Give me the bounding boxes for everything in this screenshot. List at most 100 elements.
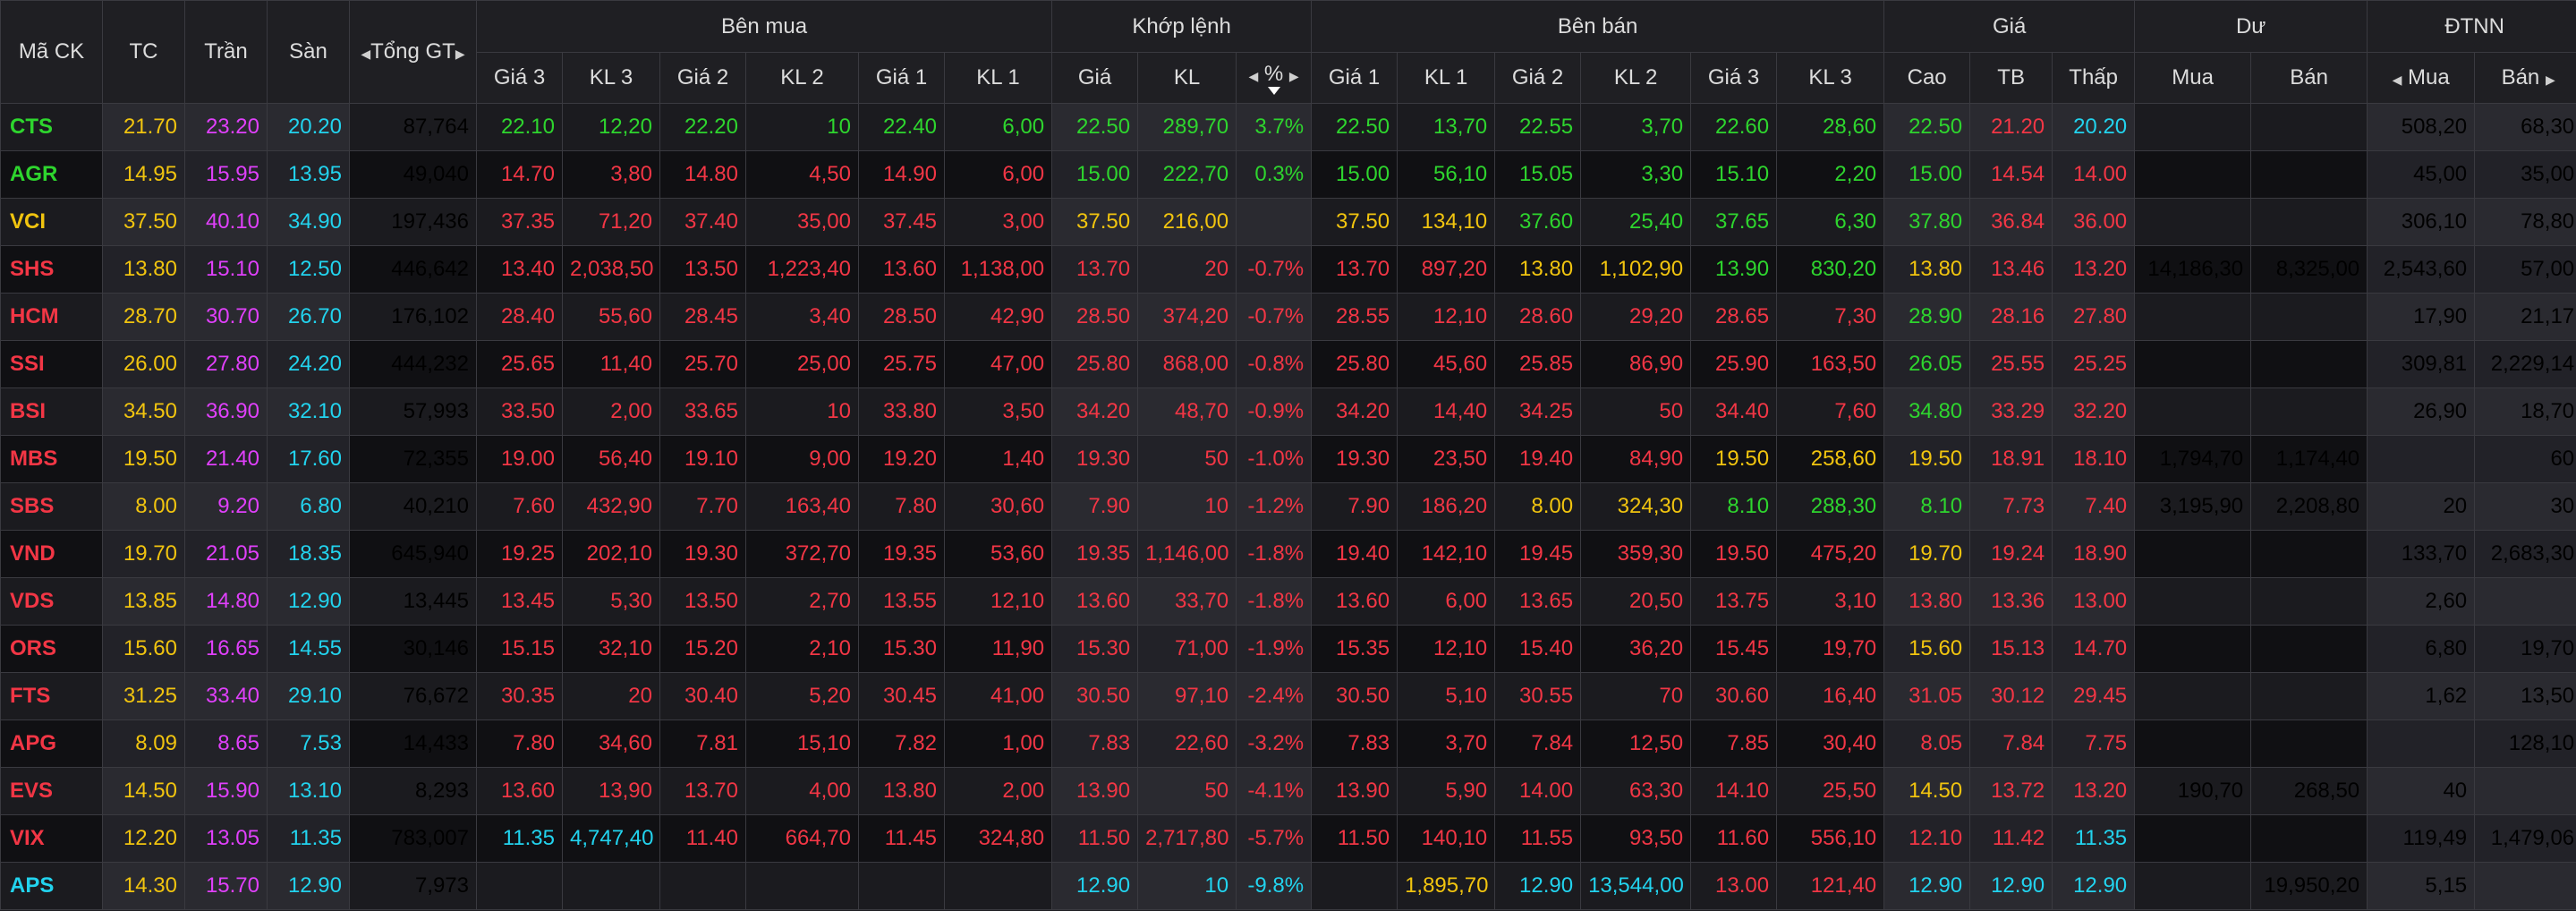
symbol-cell[interactable]: VDS (0, 577, 103, 626)
table-row[interactable]: SHS 13.80 15.10 12.50 446,642 13.40 2,038,50 13… (0, 245, 2576, 294)
match-vol-cell: 22,60 (1137, 719, 1237, 768)
bvol1-cell (943, 862, 1053, 910)
ask2-cell: 19.40 (1494, 435, 1582, 483)
col-foreign-buy[interactable]: ◀ Mua (2367, 52, 2476, 104)
col-ask1[interactable]: Giá 1 (1311, 52, 1399, 104)
col-avol2[interactable]: KL 2 (1580, 52, 1692, 104)
bvol2-cell: 5,20 (745, 672, 859, 720)
avol1-cell: 142,10 (1397, 530, 1496, 578)
table-row[interactable]: APG 8.09 8.65 7.53 14,433 7.80 34,60 7.81 15,10 7… (0, 719, 2576, 768)
table-row[interactable]: MBS 19.50 21.40 17.60 72,355 19.00 56,40 19.10 9… (0, 435, 2576, 483)
col-foreign-sell[interactable]: Bán ▶ (2474, 52, 2576, 104)
col-floor[interactable]: Sàn (267, 0, 350, 104)
col-ceil[interactable]: Trần (184, 0, 268, 104)
avol3-cell: 28,60 (1776, 103, 1885, 151)
remain-buy-cell (2134, 625, 2252, 673)
match-vol-cell: 216,00 (1137, 198, 1237, 246)
caret-right-icon[interactable]: ▶ (2545, 72, 2555, 87)
symbol-cell[interactable]: ORS (0, 625, 103, 673)
floor-price-cell: 12.90 (267, 862, 350, 910)
foreign-buy-cell: 20 (2367, 482, 2476, 531)
table-row[interactable]: APS 14.30 15.70 12.90 7,973 12.90 10 -9.8% 1,895… (0, 862, 2576, 910)
symbol-cell[interactable]: APS (0, 862, 103, 910)
col-avg[interactable]: TB (1969, 52, 2053, 104)
col-bvol2[interactable]: KL 2 (745, 52, 859, 104)
sort-desc-icon[interactable] (1267, 86, 1280, 95)
table-row[interactable]: ORS 15.60 16.65 14.55 30,146 15.15 32,10 15.20 2… (0, 625, 2576, 673)
remain-sell-cell (2250, 198, 2368, 246)
symbol-cell[interactable]: SBS (0, 482, 103, 531)
col-bid2[interactable]: Giá 2 (659, 52, 746, 104)
col-match-vol[interactable]: KL (1137, 52, 1237, 104)
symbol-cell[interactable]: BSI (0, 387, 103, 436)
avg-cell: 13.72 (1969, 767, 2053, 815)
bvol3-cell (562, 862, 660, 910)
symbol-cell[interactable]: HCM (0, 293, 103, 341)
col-ask3[interactable]: Giá 3 (1690, 52, 1778, 104)
symbol-cell[interactable]: APG (0, 719, 103, 768)
col-bvol1[interactable]: KL 1 (943, 52, 1053, 104)
avol2-cell: 29,20 (1580, 293, 1692, 341)
col-ref[interactable]: TC (102, 0, 185, 104)
col-bid3[interactable]: Giá 3 (476, 52, 563, 104)
caret-left-icon[interactable]: ◀ (361, 47, 371, 61)
avol2-cell: 3,70 (1580, 103, 1692, 151)
bvol3-cell: 432,90 (562, 482, 660, 531)
table-row[interactable]: AGR 14.95 15.95 13.95 49,040 14.70 3,80 14.80 4,… (0, 150, 2576, 199)
col-bid1[interactable]: Giá 1 (858, 52, 945, 104)
symbol-cell[interactable]: AGR (0, 150, 103, 199)
caret-right-icon[interactable]: ▶ (455, 47, 465, 61)
col-ask2[interactable]: Giá 2 (1494, 52, 1582, 104)
table-row[interactable]: BSI 34.50 36.90 32.10 57,993 33.50 2,00 33.65 10… (0, 387, 2576, 436)
ask3-cell: 15.10 (1690, 150, 1778, 199)
table-row[interactable]: FTS 31.25 33.40 29.10 76,672 30.35 20 30.40 5,20… (0, 672, 2576, 720)
remain-buy-cell (2134, 387, 2252, 436)
table-row[interactable]: VCI 37.50 40.10 34.90 197,436 37.35 71,20 37.40… (0, 198, 2576, 246)
symbol-cell[interactable]: VCI (0, 198, 103, 246)
col-symbol[interactable]: Mã CK (0, 0, 103, 104)
group-remain: Dư (2134, 0, 2368, 53)
symbol-cell[interactable]: SHS (0, 245, 103, 294)
table-row[interactable]: VDS 13.85 14.80 12.90 13,445 13.45 5,30 13.50 2,… (0, 577, 2576, 626)
table-row[interactable]: VIX 12.20 13.05 11.35 783,007 11.35 4,747,40 11… (0, 814, 2576, 863)
col-remain-buy[interactable]: Mua (2134, 52, 2252, 104)
symbol-cell[interactable]: EVS (0, 767, 103, 815)
avol3-cell: 25,50 (1776, 767, 1885, 815)
bvol3-cell: 4,747,40 (562, 814, 660, 863)
ask3-cell: 19.50 (1690, 530, 1778, 578)
symbol-cell[interactable]: VIX (0, 814, 103, 863)
avg-cell: 28.16 (1969, 293, 2053, 341)
col-total-value[interactable]: ◀Tổng GT▶ (349, 0, 477, 104)
symbol-cell[interactable]: MBS (0, 435, 103, 483)
change-pct-cell: -4.1% (1236, 767, 1313, 815)
high-cell: 19.50 (1883, 435, 1971, 483)
symbol-cell[interactable]: SSI (0, 340, 103, 388)
col-avol1[interactable]: KL 1 (1397, 52, 1496, 104)
bid1-cell: 33.80 (858, 387, 945, 436)
col-match-price[interactable]: Giá (1051, 52, 1139, 104)
table-row[interactable]: SSI 26.00 27.80 24.20 444,232 25.65 11,40 25.70… (0, 340, 2576, 388)
table-row[interactable]: EVS 14.50 15.90 13.10 8,293 13.60 13,90 13.70 4,… (0, 767, 2576, 815)
caret-left-icon[interactable]: ◀ (1248, 68, 1259, 83)
col-low[interactable]: Thấp (2052, 52, 2136, 104)
col-bvol3[interactable]: KL 3 (562, 52, 660, 104)
symbol-cell[interactable]: FTS (0, 672, 103, 720)
table-row[interactable]: HCM 28.70 30.70 26.70 176,102 28.40 55,60 28.45… (0, 293, 2576, 341)
col-change-pct[interactable]: ◀ % ▶ (1236, 52, 1313, 104)
foreign-buy-cell: 309,81 (2367, 340, 2476, 388)
table-row[interactable]: VND 19.70 21.05 18.35 645,940 19.25 202,10 19.3… (0, 530, 2576, 578)
caret-left-icon[interactable]: ◀ (2392, 72, 2402, 87)
remain-sell-cell (2250, 340, 2368, 388)
symbol-cell[interactable]: VND (0, 530, 103, 578)
bid3-cell: 7.80 (476, 719, 563, 768)
bid2-cell: 30.40 (659, 672, 746, 720)
table-row[interactable]: SBS 8.00 9.20 6.80 40,210 7.60 432,90 7.70 163,4… (0, 482, 2576, 531)
symbol-cell[interactable]: CTS (0, 103, 103, 151)
bvol2-cell: 25,00 (745, 340, 859, 388)
caret-right-icon[interactable]: ▶ (1288, 68, 1299, 83)
col-remain-sell[interactable]: Bán (2250, 52, 2368, 104)
table-row[interactable]: CTS 21.70 23.20 20.20 87,764 22.10 12,20 22.20 1… (0, 103, 2576, 151)
col-avol3[interactable]: KL 3 (1776, 52, 1885, 104)
col-high[interactable]: Cao (1883, 52, 1971, 104)
bid1-cell: 13.55 (858, 577, 945, 626)
